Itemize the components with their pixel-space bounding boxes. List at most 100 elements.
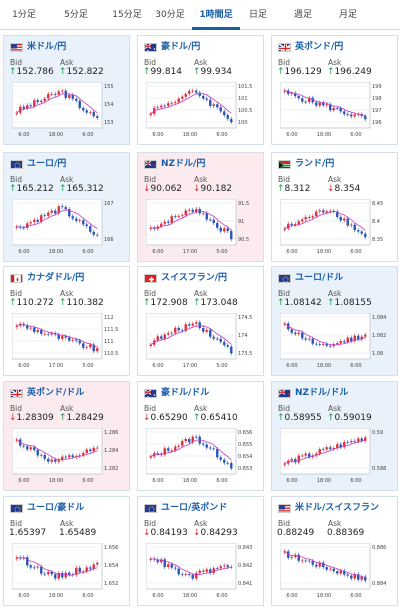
candle-body [26,446,29,450]
candle-body [219,227,222,232]
rate-card[interactable]: スイスフラン/円 Bid Ask ↑172.908 ↑173.048 174.5 174 17… [137,266,264,376]
candle-body [156,336,159,341]
currency-pair-name[interactable]: ランド/円 [295,159,335,169]
y-tick-label: 0.588 [372,466,386,472]
currency-pair-name[interactable]: ユーロ/英ポンド [161,503,228,513]
tab-1[interactable]: 1分足 [12,10,36,20]
candle-body [54,333,57,335]
candle-body [226,462,229,464]
mini-candlestick-chart[interactable]: 91.5 91 90.5 6:00 17:00 5:00 [146,199,257,257]
currency-pair-name[interactable]: ユーロ/豪ドル [27,503,85,513]
rate-card[interactable]: 米ドル/円 Bid Ask ↑152.786 ↑152.822 155 154 153 6:00… [3,35,130,145]
candle-body [339,341,342,344]
rate-card[interactable]: NZドル/円 Bid Ask ↓90.062 ↓90.182 91.5 91 90.5 6:00… [137,152,264,262]
mini-candlestick-chart[interactable]: 0.843 0.842 0.841 6:00 18:00 6:00 [146,543,257,601]
candle-body [283,228,286,230]
currency-pair-name[interactable]: NZドル/ドル [295,388,349,398]
candle-body [205,98,208,100]
rate-card[interactable]: ユーロ/豪ドル Bid Ask 1.65397 1.65489 1.656 1.654 1.6… [3,496,130,606]
currency-pair-name[interactable]: 英ポンド/ドル [27,388,85,398]
rate-card[interactable]: 豪ドル/ドル Bid Ask ↓0.65290 ↑0.65410 0.656 0.655 0.… [137,381,264,491]
mini-candlestick-chart[interactable]: 8.45 8.4 8.35 6:00 18:00 6:00 [280,199,391,257]
currency-pair-name[interactable]: 英ポンド/円 [295,42,344,52]
chart-plot-area [12,543,103,590]
currency-pair-name[interactable]: 豪ドル/円 [161,42,201,52]
currency-pair-name[interactable]: 米ドル/スイスフラン [295,503,380,513]
mini-candlestick-chart[interactable]: 155 154 153 6:00 18:00 6:00 [12,82,123,140]
us-flag-icon [10,43,23,52]
rate-card[interactable]: NZドル/ドル Bid Ask ↑0.58955 ↑0.59019 0.59 0.588 6:… [271,381,398,491]
candle-body [57,572,60,579]
x-tick-label: 18:00 [49,249,63,255]
y-tick-label: 1.652 [104,581,118,587]
ask-direction-icon: ↓ [327,184,335,194]
x-tick-label: 6:00 [82,478,93,484]
x-tick-label: 6:00 [350,363,361,369]
mini-candlestick-chart[interactable]: 0.59 0.588 6:00 18:00 6:00 [280,428,391,486]
candle-body [47,94,50,99]
candle-body [26,105,29,109]
mini-candlestick-chart[interactable]: 112 111.5 111 110.5 6:00 17:00 5:00 [12,313,123,371]
currency-pair-name[interactable]: カナダドル/円 [27,273,85,283]
candle-body [188,324,191,326]
tab-4[interactable]: 30分足 [155,10,185,20]
rate-card[interactable]: ランド/円 Bid Ask ↑8.312 ↓8.354 8.45 8.4 8.35 6:00 18… [271,152,398,262]
us-flag-icon [278,504,291,513]
tab-3[interactable]: 15分足 [112,10,142,20]
ask-label: Ask [194,519,208,528]
x-tick-label: 17:00 [49,363,63,369]
card-header: 英ポンド/ドル [10,387,128,401]
currency-pair-name[interactable]: NZドル/円 [161,159,206,169]
y-tick-label: 0.842 [238,563,252,569]
tab-7[interactable]: 週足 [293,10,312,20]
chart-svg: 1.656 1.654 1.652 6:00 18:00 6:00 [12,543,118,599]
mini-candlestick-chart[interactable]: 199 198 197 196 6:00 18:00 6:00 [280,82,391,140]
tab-2[interactable]: 5分足 [64,10,88,20]
candle-body [167,103,170,106]
currency-pair-name[interactable]: 米ドル/円 [27,42,67,52]
eu-flag-icon [10,504,23,513]
tab-5[interactable]: 1時間足 [192,0,240,30]
rate-card[interactable]: ユーロ/ドル Bid Ask ↑1.08142 ↑1.08155 1.084 1.082 1.… [271,266,398,376]
rate-card[interactable]: カナダドル/円 Bid Ask ↑110.272 ↑110.382 112 111.5 111… [3,266,130,376]
mini-candlestick-chart[interactable]: 0.656 0.655 0.654 0.653 6:00 18:00 6:00 [146,428,257,486]
candle-body [57,206,60,214]
mini-candlestick-chart[interactable]: 1.084 1.082 1.08 6:00 18:00 6:00 [280,313,391,371]
candle-body [40,215,43,222]
rate-card[interactable]: 豪ドル/円 Bid Ask ↑99.814 ↑99.934 101.5 101 100.5 10… [137,35,264,145]
candle-body [308,453,311,457]
candle-body [357,230,360,232]
candle-body [325,344,328,346]
candle-body [75,456,78,458]
candle-body [92,564,95,569]
rate-card[interactable]: 英ポンド/ドル Bid Ask ↓1.28309 ↑1.28429 1.286 1.284 1… [3,381,130,491]
y-tick-label: 1.084 [372,315,386,321]
rate-card[interactable]: 英ポンド/円 Bid Ask ↑196.129 ↑196.249 199 198 197 196… [271,35,398,145]
rate-card[interactable]: ユーロ/英ポンド Bid Ask ↓0.84193 ↓0.84293 0.843 0.842… [137,496,264,606]
mini-candlestick-chart[interactable]: 1.286 1.284 1.282 6:00 18:00 6:00 [12,428,123,486]
currency-pair-name[interactable]: スイスフラン/円 [161,273,228,283]
mini-candlestick-chart[interactable]: 0.886 0.884 6:00 18:00 6:00 [280,543,391,601]
candle-body [343,111,346,115]
candle-body [343,218,346,221]
candle-body [301,332,304,339]
moving-average-line [150,93,232,115]
rate-card[interactable]: 米ドル/スイスフラン Bid Ask 0.88249 0.88369 0.886 0.884… [271,496,398,606]
mini-candlestick-chart[interactable]: 101.5 101 100.5 100 6:00 18:00 6:00 [146,82,257,140]
rate-card[interactable]: ユーロ/円 Bid Ask ↑165.212 ↑165.312 167 166 6:00 18:… [3,152,130,262]
bid-value: ↑172.908 [143,298,188,308]
currency-pair-name[interactable]: ユーロ/ドル [295,273,344,283]
currency-pair-name[interactable]: 豪ドル/ドル [161,388,210,398]
mini-candlestick-chart[interactable]: 167 166 6:00 18:00 6:00 [12,199,123,257]
tab-6[interactable]: 日足 [248,10,267,20]
candle-body [346,114,349,115]
candle-body [188,438,191,443]
tab-8[interactable]: 月足 [338,10,357,20]
mini-candlestick-chart[interactable]: 1.656 1.654 1.652 6:00 18:00 6:00 [12,543,123,601]
card-header: ユーロ/円 [10,158,128,172]
mini-candlestick-chart[interactable]: 174.5 174 173.5 6:00 17:00 5:00 [146,313,257,371]
currency-pair-name[interactable]: ユーロ/円 [27,159,67,169]
candle-body [177,445,180,447]
moving-average-line [150,439,232,461]
bid-direction-icon: ↓ [143,528,151,538]
